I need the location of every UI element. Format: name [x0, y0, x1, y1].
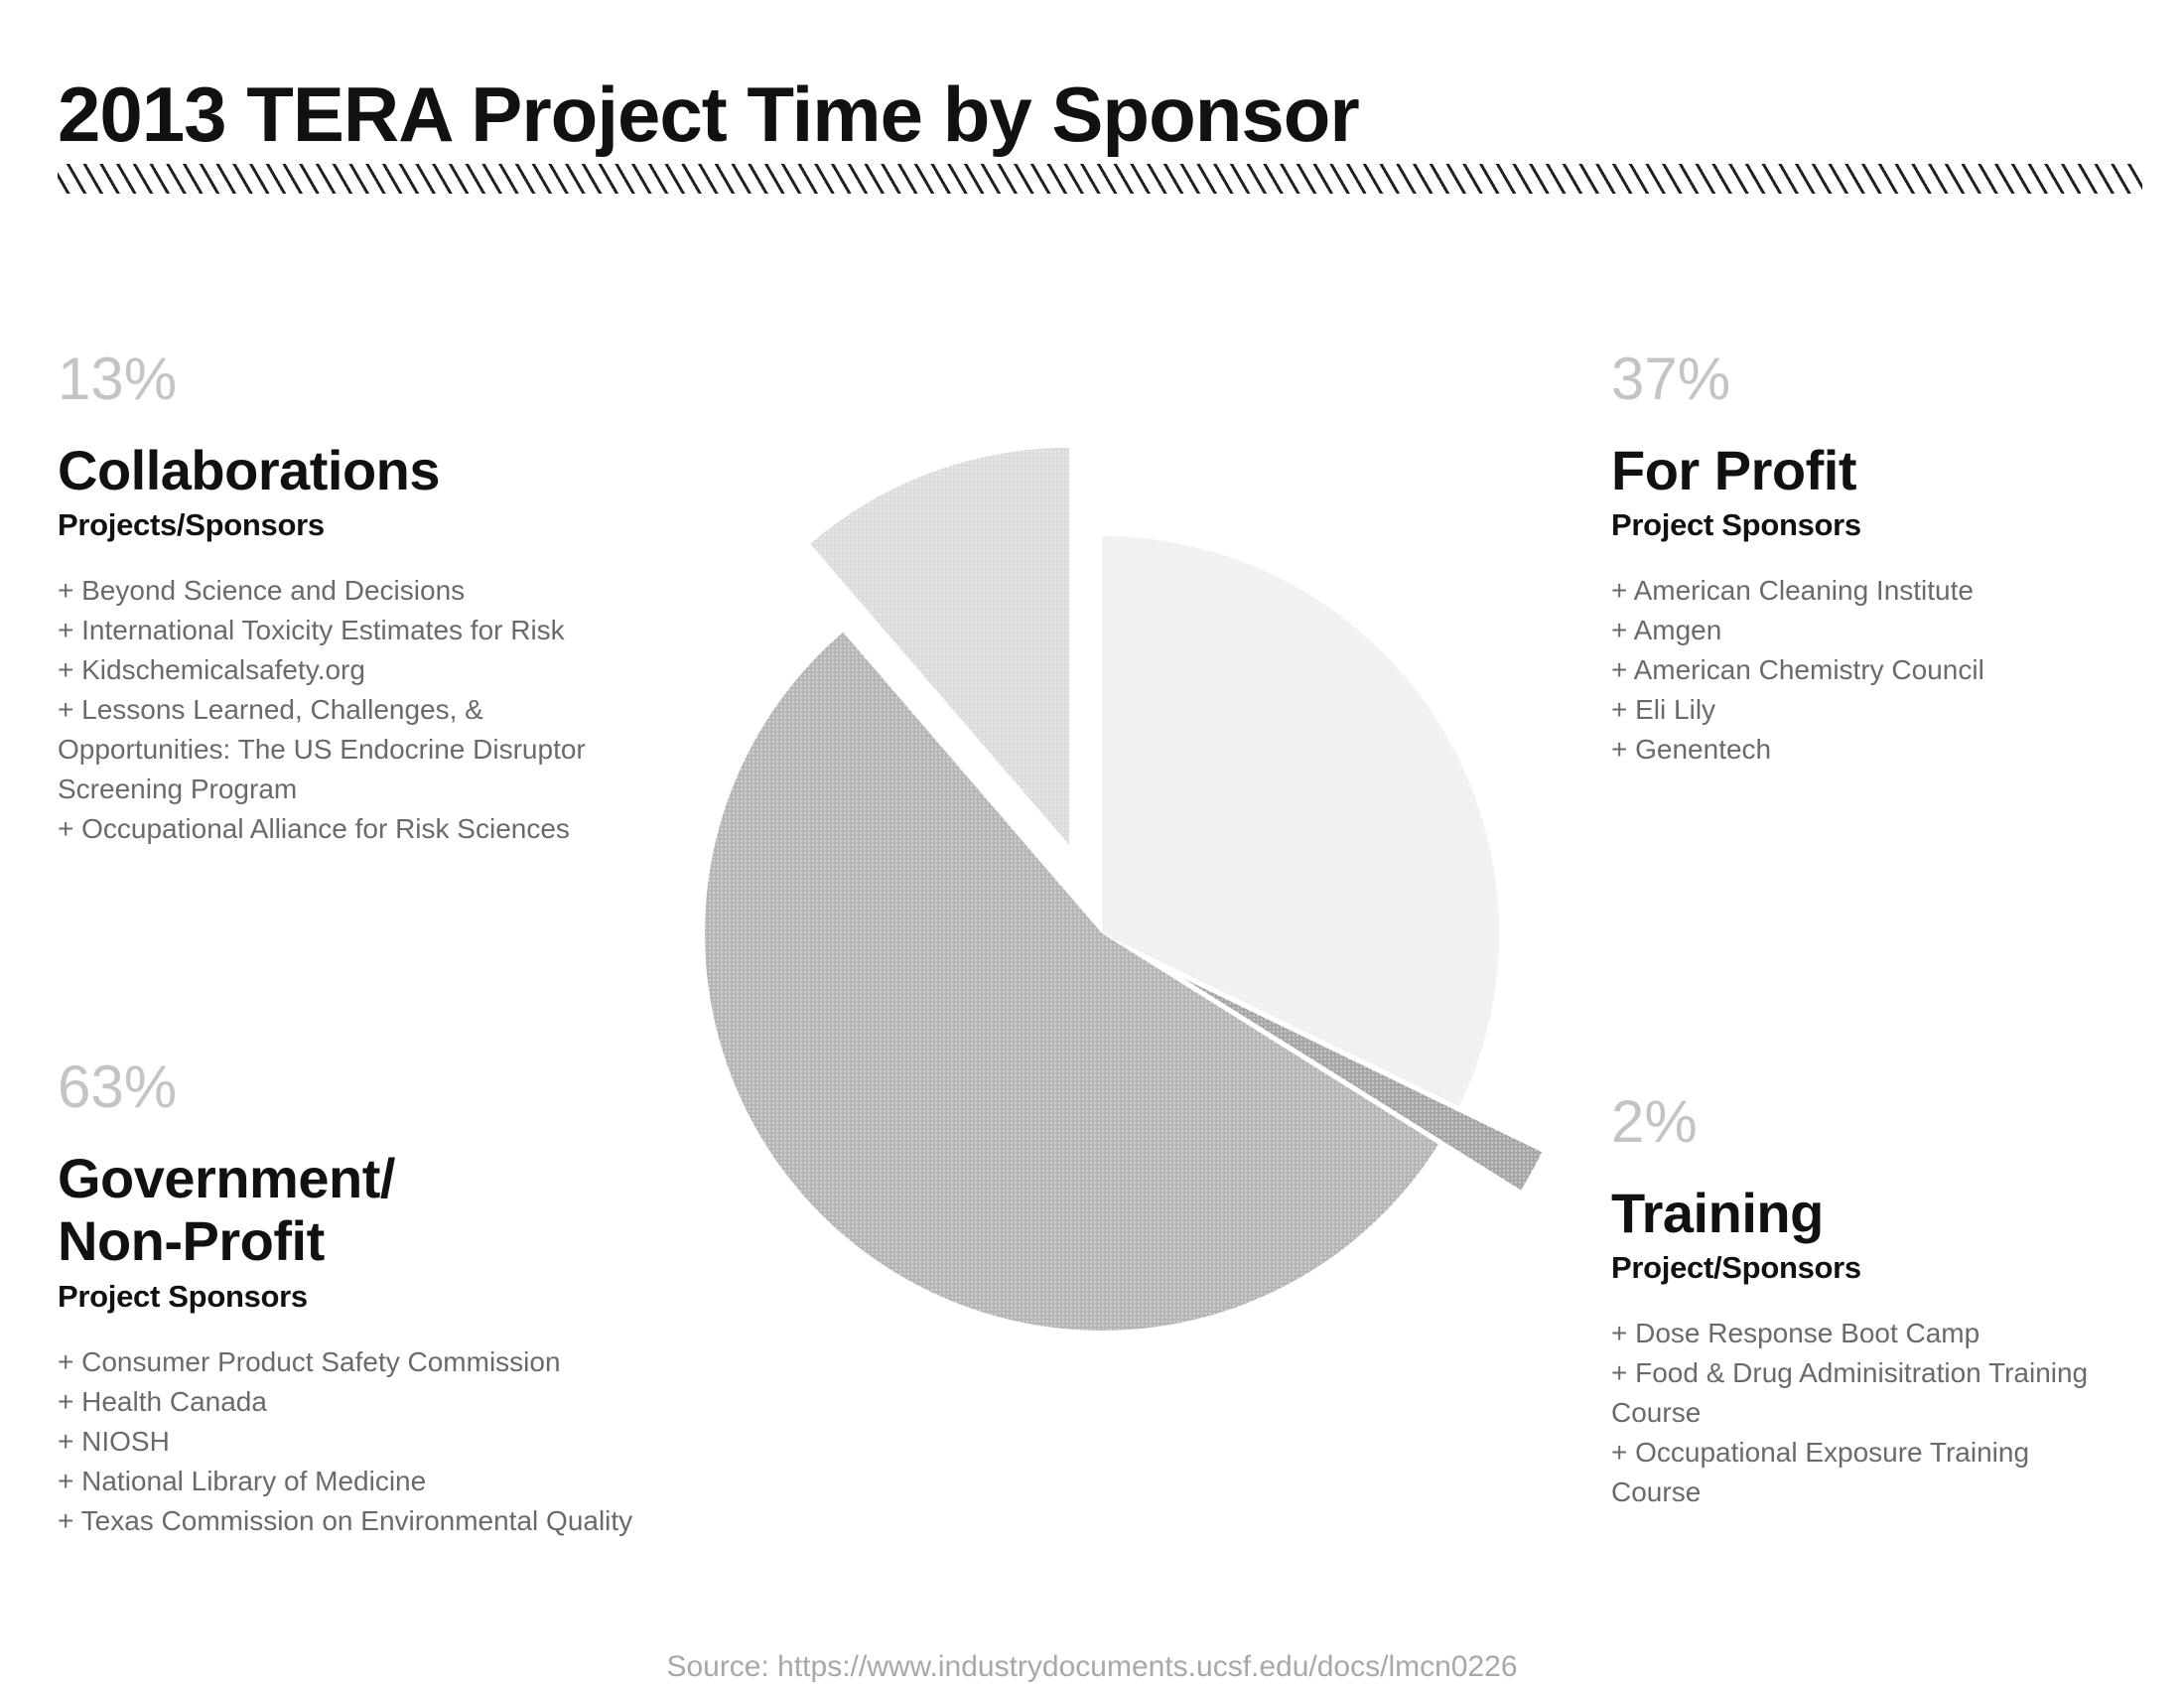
pie-chart — [705, 447, 1543, 1331]
training-percent: 2% — [1611, 1088, 1698, 1155]
government-sponsor-list: + Consumer Product Safety Commission + H… — [58, 1342, 653, 1541]
sponsor-item: + American Cleaning Institute — [1611, 575, 1974, 607]
sponsor-item: + Occupational Alliance for Risk Science… — [58, 813, 570, 845]
for-profit-block: 37% For Profit Project Sponsors + Americ… — [1611, 350, 2167, 770]
government-name-line2: Non-Profit — [58, 1209, 325, 1273]
government-subtitle: Project Sponsors — [58, 1278, 308, 1314]
for-profit-sponsor-list: + American Cleaning Institute + Amgen + … — [1611, 571, 2167, 770]
sponsor-item: + Texas Commission on Environmental Qual… — [58, 1504, 633, 1536]
collaborations-block: 13% Collaborations Projects/Sponsors + B… — [58, 350, 614, 849]
pie-slice-training-texture — [1184, 978, 1543, 1191]
pie-slice-collaborations-texture — [810, 447, 1069, 845]
training-block: 2% Training Project/Sponsors + Dose Resp… — [1611, 1092, 2127, 1512]
sponsor-item: + Lessons Learned, Challenges, & — [58, 694, 483, 726]
sponsor-item: Course — [1611, 1397, 1702, 1429]
sponsor-item: + Consumer Product Safety Commission — [58, 1345, 561, 1377]
training-sponsor-list: + Dose Response Boot Camp + Food & Drug … — [1611, 1314, 2127, 1512]
sponsor-item: + Beyond Science and Decisions — [58, 575, 466, 607]
government-name: Government/ Non-Profit — [58, 1147, 653, 1273]
collaborations-percent: 13% — [58, 346, 178, 412]
chart-title: 2013 TERA Project Time by Sponsor — [58, 70, 1360, 158]
government-name-line1: Government/ — [58, 1147, 395, 1209]
sponsor-item: + Health Canada — [58, 1385, 267, 1417]
sponsor-item: + Occupational Exposure Training — [1611, 1437, 2030, 1469]
sponsor-item: + Kidschemicalsafety.org — [58, 654, 365, 686]
for-profit-name: For Profit — [1611, 439, 1856, 501]
for-profit-subtitle: Project Sponsors — [1611, 507, 1861, 543]
source-note: Source: https://www.industrydocuments.uc… — [666, 1650, 1518, 1683]
training-name: Training — [1611, 1182, 1824, 1244]
pie-slice-for-profit-texture — [1102, 536, 1499, 1107]
sponsor-item: + Genentech — [1611, 734, 1772, 766]
hatched-divider — [58, 164, 2142, 194]
for-profit-percent: 37% — [1611, 346, 1731, 412]
training-subtitle: Project/Sponsors — [1611, 1250, 1861, 1286]
collaborations-name: Collaborations — [58, 439, 441, 501]
government-percent: 63% — [58, 1054, 178, 1120]
collaborations-subtitle: Projects/Sponsors — [58, 507, 325, 543]
sponsor-item: + American Chemistry Council — [1611, 654, 1984, 686]
sponsor-item: + International Toxicity Estimates for R… — [58, 615, 565, 646]
sponsor-item: + NIOSH — [58, 1425, 170, 1457]
sponsor-item: Screening Program — [58, 774, 298, 805]
collaborations-sponsor-list: + Beyond Science and Decisions + Interna… — [58, 571, 614, 849]
government-block: 63% Government/ Non-Profit Project Spons… — [58, 1057, 653, 1541]
sponsor-item: + Amgen — [1611, 615, 1722, 646]
sponsor-item: Course — [1611, 1477, 1702, 1508]
sponsor-item: + Food & Drug Adminisitration Training — [1611, 1357, 2089, 1389]
sponsor-item: + National Library of Medicine — [58, 1465, 427, 1496]
sponsor-item: + Eli Lily — [1611, 694, 1716, 726]
sponsor-item: + Dose Response Boot Camp — [1611, 1318, 1980, 1349]
sponsor-item: Opportunities: The US Endocrine Disrupto… — [58, 734, 586, 766]
pie-slice-government-non-profit-texture — [705, 632, 1438, 1331]
